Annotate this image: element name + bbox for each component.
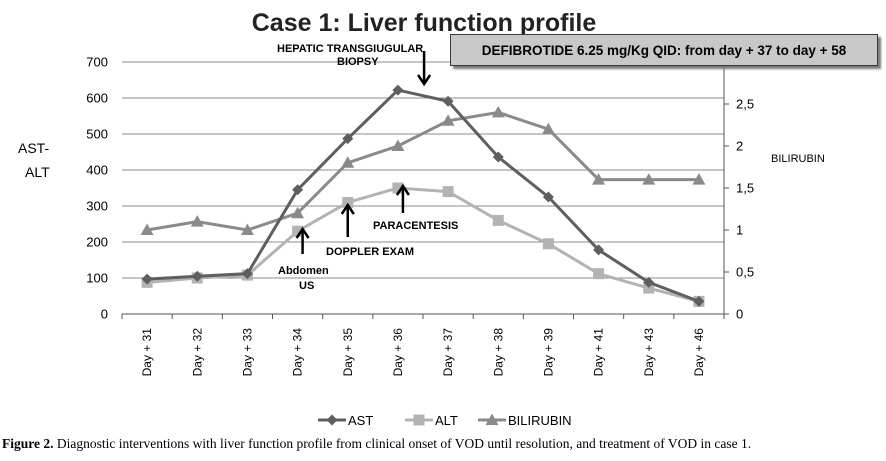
legend-marker-bilirubin [485,413,499,425]
data-point-ast [392,84,404,96]
data-point-ast [342,133,354,145]
data-point-bilirubin [140,223,154,235]
data-point-alt [342,196,354,208]
data-point-bilirubin [692,173,706,185]
y-right-tick-label: 0 [736,307,743,322]
arrow-paracentesis [395,183,410,213]
chart-title: Case 1: Liver function profile [252,9,597,37]
data-point-bilirubin [541,122,555,135]
data-point-bilirubin [391,139,405,151]
data-point-bilirubin [592,173,606,185]
data-point-alt [392,182,404,194]
data-point-ast [492,151,504,163]
annotation-abdomen-line1: Abdomen [278,265,329,277]
data-point-ast [292,184,304,196]
annotation-biopsy-line2: BIOPSY [337,56,379,68]
arrow-abdomen-us-head [295,226,310,239]
x-tick-label: Day + 38 [491,328,505,377]
annotation-biopsy-line1: HEPATIC TRANSGIUGULAR [277,43,423,55]
y-left-label-line2: ALT [25,164,50,180]
data-point-ast [241,268,253,280]
data-point-alt [292,225,304,237]
arrow-biopsy-head [417,74,432,87]
data-point-bilirubin [240,223,254,235]
arrow-biopsy [417,51,432,87]
x-tick-label: Day + 32 [190,328,204,377]
data-point-bilirubin [291,206,305,219]
data-point-ast [442,95,454,107]
figure-caption-text: Diagnostic interventions with liver func… [53,436,752,451]
defibrotide-text: DEFIBROTIDE 6.25 mg/Kg QID: from day + 3… [481,42,847,58]
y-left-tick-label: 400 [86,163,108,178]
data-point-alt [442,186,454,198]
y-left-tick-label: 100 [86,271,108,286]
data-point-ast [191,270,203,282]
data-point-ast [542,191,554,203]
y-right-tick-label: 0,5 [736,265,754,280]
legend-label-bilirubin: BILIRUBIN [508,413,572,428]
annotation-arrows [295,51,432,254]
figure-caption-label: Figure 2. [2,436,54,451]
data-point-ast [693,295,705,307]
x-tick-label: Day + 43 [642,328,656,377]
legend-label-alt: ALT [435,413,458,428]
y-right-tick-label: 1,5 [736,181,754,196]
series-lines [140,84,706,307]
y-left-tick-label: 300 [86,199,108,214]
x-tick-label: Day + 37 [441,328,455,377]
defibrotide-treatment-box: DEFIBROTIDE 6.25 mg/Kg QID: from day + 3… [450,34,878,66]
data-point-ast [643,276,655,288]
y-left-tick-label: 0 [101,307,108,322]
x-tick-label: Day + 41 [592,328,606,377]
y-right-tick-label: 2 [736,139,743,154]
axes: 0 100 200 300 400 500 600 700 0 0,5 1 1,5 2 2,5 Day + … [86,55,754,377]
data-point-bilirubin [491,105,505,118]
annotation-doppler: DOPPLER EXAM [326,246,414,258]
arrow-paracentesis-head [395,183,410,196]
series-line-ast [146,88,700,303]
y-left-tick-label: 500 [86,127,108,142]
data-point-alt [643,282,655,294]
x-tick-label: Day + 36 [391,328,405,377]
y-left-label-line1: AST- [18,140,49,156]
data-point-bilirubin [190,215,204,227]
data-point-alt [492,214,504,226]
data-point-bilirubin [441,114,455,126]
x-tick-label: Day + 31 [140,328,154,377]
data-point-bilirubin [341,156,355,168]
series-line-alt [146,186,700,303]
figure-caption: Figure 2. Diagnostic interventions with … [2,436,884,452]
x-tick-label: Day + 46 [692,328,706,377]
data-point-ast [141,273,153,285]
legend-marker-alt [413,414,425,426]
data-point-bilirubin [642,173,656,185]
arrow-doppler [340,202,355,237]
liver-function-chart: 0 100 200 300 400 500 600 700 0 0,5 1 1,5 2 2,5 Day + … [18,9,825,428]
x-tick-label: Day + 35 [341,328,355,377]
x-tick-label: Day + 34 [291,328,305,377]
arrow-abdomen-us [295,226,310,254]
annotation-paracentesis: PARACENTESIS [373,220,458,232]
y-right-tick-label: 2,5 [736,97,754,112]
y-left-tick-label: 700 [86,55,108,70]
data-point-alt [593,268,605,280]
y-left-tick-label: 200 [86,235,108,250]
annotation-abdomen-line2: US [299,280,314,292]
data-point-alt [542,238,554,250]
series-line-bilirubin [146,110,699,232]
arrow-doppler-head [340,202,355,215]
x-tick-label: Day + 33 [240,328,254,377]
y-left-tick-label: 600 [86,91,108,106]
legend-label-ast: AST [348,413,373,428]
legend-marker-ast [326,414,338,426]
x-tick-label: Day + 39 [541,328,555,377]
data-point-ast [593,244,605,256]
y-right-label: BILIRUBIN [771,153,825,165]
y-right-tick-label: 1 [736,223,743,238]
legend: AST ALT BILIRUBIN [318,413,572,428]
